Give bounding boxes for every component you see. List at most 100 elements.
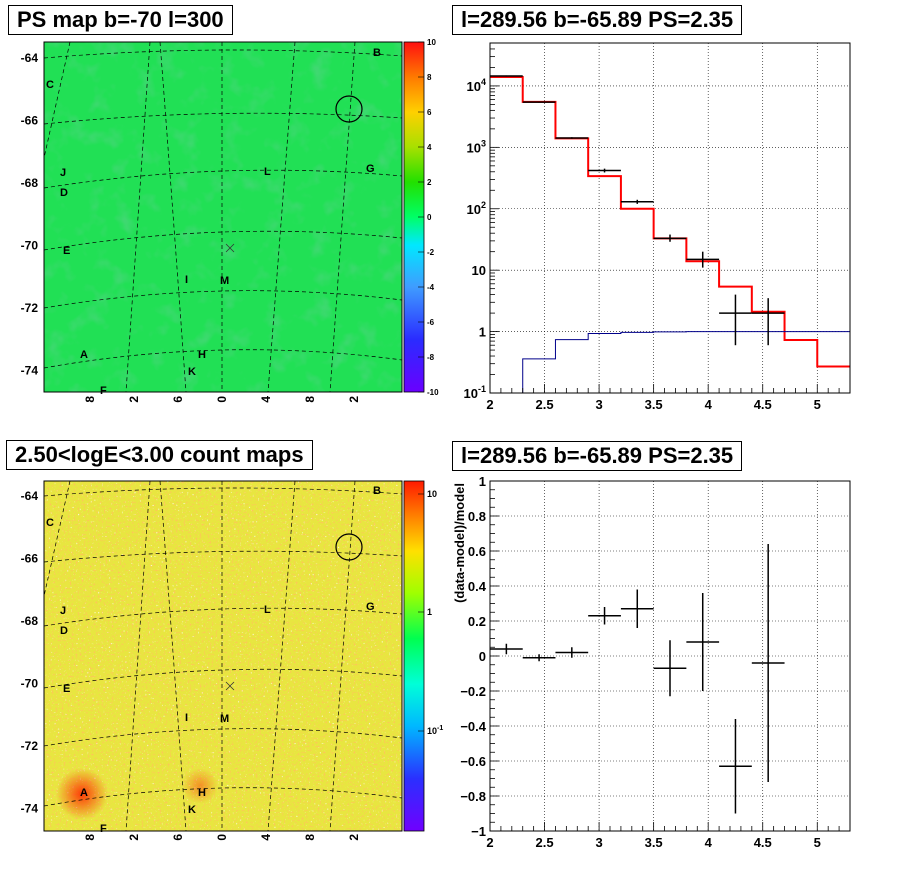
- source-label-l: L: [264, 604, 271, 616]
- residual-point: [686, 593, 720, 691]
- data-point: [686, 251, 720, 268]
- source-label-d: D: [60, 625, 68, 637]
- y-tick-label: −0.6: [460, 754, 486, 769]
- colorbar-tick-label: 6: [427, 108, 432, 117]
- y-tick-label: 0.2: [468, 614, 486, 629]
- y-tick-label: -72: [21, 301, 39, 315]
- data-point: [588, 168, 621, 173]
- colorbar-tick-label: 1: [427, 607, 432, 617]
- x-tick-label: 2: [486, 397, 493, 412]
- x-tick-label: 300: [215, 834, 229, 841]
- x-tick-label: 3.5: [645, 397, 663, 412]
- x-tick-label: 3: [595, 397, 602, 412]
- spectrum-panel: 2 2.5 3 3.5 4 4.5 5 10-1 1 10 102 103 104: [464, 42, 851, 412]
- y-tick-label: 0.8: [468, 509, 486, 524]
- source-label-j: J: [60, 167, 66, 179]
- x-tick-label: 3: [595, 835, 602, 850]
- data-point: [490, 75, 523, 77]
- x-tick-label: 2: [486, 835, 493, 850]
- source-label-a: A: [80, 349, 88, 361]
- count-map-colorbar: [403, 480, 425, 832]
- source-label-m: M: [220, 713, 229, 725]
- source-label-g: G: [366, 163, 375, 175]
- y-tick-label: 104: [467, 77, 486, 94]
- y-tick-label: −0.2: [460, 684, 486, 699]
- source-label-b: B: [373, 47, 381, 59]
- y-tick-label: -70: [21, 239, 39, 253]
- y-tick-label: −1: [471, 824, 486, 839]
- colorbar-tick-label: 10-1: [427, 725, 443, 736]
- x-tick-label: 294: [259, 396, 273, 403]
- y-tick-label: 0.6: [468, 544, 486, 559]
- x-tick-label: 5: [814, 397, 821, 412]
- x-tick-label: 300: [215, 396, 229, 403]
- y-tick-label: -74: [21, 364, 39, 378]
- y-tick-label: 102: [467, 200, 486, 217]
- source-label-k: K: [188, 804, 196, 816]
- residuals-panel: 2 2.5 3 3.5 4 4.5 5 −1 −0.8 −0.6 −0.4 −0.2 0 0.2 0.4 0.…: [452, 476, 851, 850]
- y-tick-label: -68: [21, 176, 39, 190]
- source-label-b: B: [373, 485, 381, 497]
- source-label-g: G: [366, 601, 375, 613]
- spectrum-title: l=289.56 b=-65.89 PS=2.35: [452, 5, 743, 35]
- x-tick-label: 288: [303, 396, 317, 403]
- count-map-panel: A B C D E F G H I J K L M -64 -66 -68 -70 -72 -74 318 312 3…: [21, 480, 443, 841]
- source-label-c: C: [46, 79, 54, 91]
- y-tick-label: -64: [21, 489, 39, 503]
- source-label-e: E: [63, 683, 70, 695]
- ps-map-title: PS map b=-70 l=300: [8, 5, 233, 35]
- colorbar-tick-label: -10: [427, 388, 439, 397]
- residual-point: [653, 640, 687, 697]
- x-tick-label: 3.5: [645, 835, 663, 850]
- source-label-i: I: [185, 274, 188, 286]
- y-tick-label: 1: [479, 476, 486, 489]
- y-tick-label: −0.4: [460, 719, 486, 734]
- residual-point: [719, 719, 752, 814]
- x-tick-label: 4: [705, 835, 713, 850]
- y-tick-label: -66: [21, 114, 39, 128]
- x-tick-label: 318: [83, 396, 97, 403]
- x-tick-label: 306: [171, 834, 185, 841]
- source-label-f: F: [100, 385, 107, 397]
- y-tick-label: -72: [21, 739, 39, 753]
- x-tick-label: 4: [705, 397, 713, 412]
- x-tick-label: 4.5: [754, 835, 772, 850]
- colorbar-tick-label: 4: [427, 143, 432, 152]
- y-tick-label: -64: [21, 51, 39, 65]
- y-tick-label: 10-1: [464, 384, 486, 401]
- source-label-e: E: [63, 245, 70, 257]
- x-tick-label: 312: [127, 396, 141, 403]
- x-tick-label: 294: [259, 834, 273, 841]
- residual-point: [522, 654, 556, 662]
- data-point: [555, 137, 589, 139]
- count-map-title: 2.50<logE<3.00 count maps: [6, 440, 313, 470]
- x-tick-label: 318: [83, 834, 97, 841]
- colorbar-tick-label: 8: [427, 73, 432, 82]
- x-tick-label: 282: [347, 834, 361, 841]
- source-label-k: K: [188, 366, 196, 378]
- source-label-f: F: [100, 823, 107, 835]
- source-label-j: J: [60, 605, 66, 617]
- colorbar-tick-label: 10: [427, 38, 436, 47]
- residual-point: [588, 607, 621, 625]
- x-tick-label: 306: [171, 396, 185, 403]
- x-tick-label: 312: [127, 834, 141, 841]
- colorbar-tick-label: 2: [427, 178, 432, 187]
- colorbar-tick-label: -8: [427, 353, 435, 362]
- x-tick-label: 2.5: [536, 397, 554, 412]
- residual-point: [490, 643, 523, 655]
- y-tick-label: 103: [467, 138, 486, 155]
- source-label-i: I: [185, 712, 188, 724]
- y-tick-label: -70: [21, 677, 39, 691]
- data-point: [653, 234, 687, 242]
- y-tick-label: 1: [479, 325, 486, 340]
- y-tick-label: -66: [21, 552, 39, 566]
- y-tick-label: -74: [21, 802, 39, 816]
- y-axis-label: (data-model)/model: [452, 483, 467, 603]
- data-point: [522, 101, 556, 103]
- residuals-title: l=289.56 b=-65.89 PS=2.35: [452, 441, 743, 471]
- y-tick-label: -68: [21, 614, 39, 628]
- residual-point: [555, 647, 589, 658]
- y-tick-label: 0: [479, 649, 486, 664]
